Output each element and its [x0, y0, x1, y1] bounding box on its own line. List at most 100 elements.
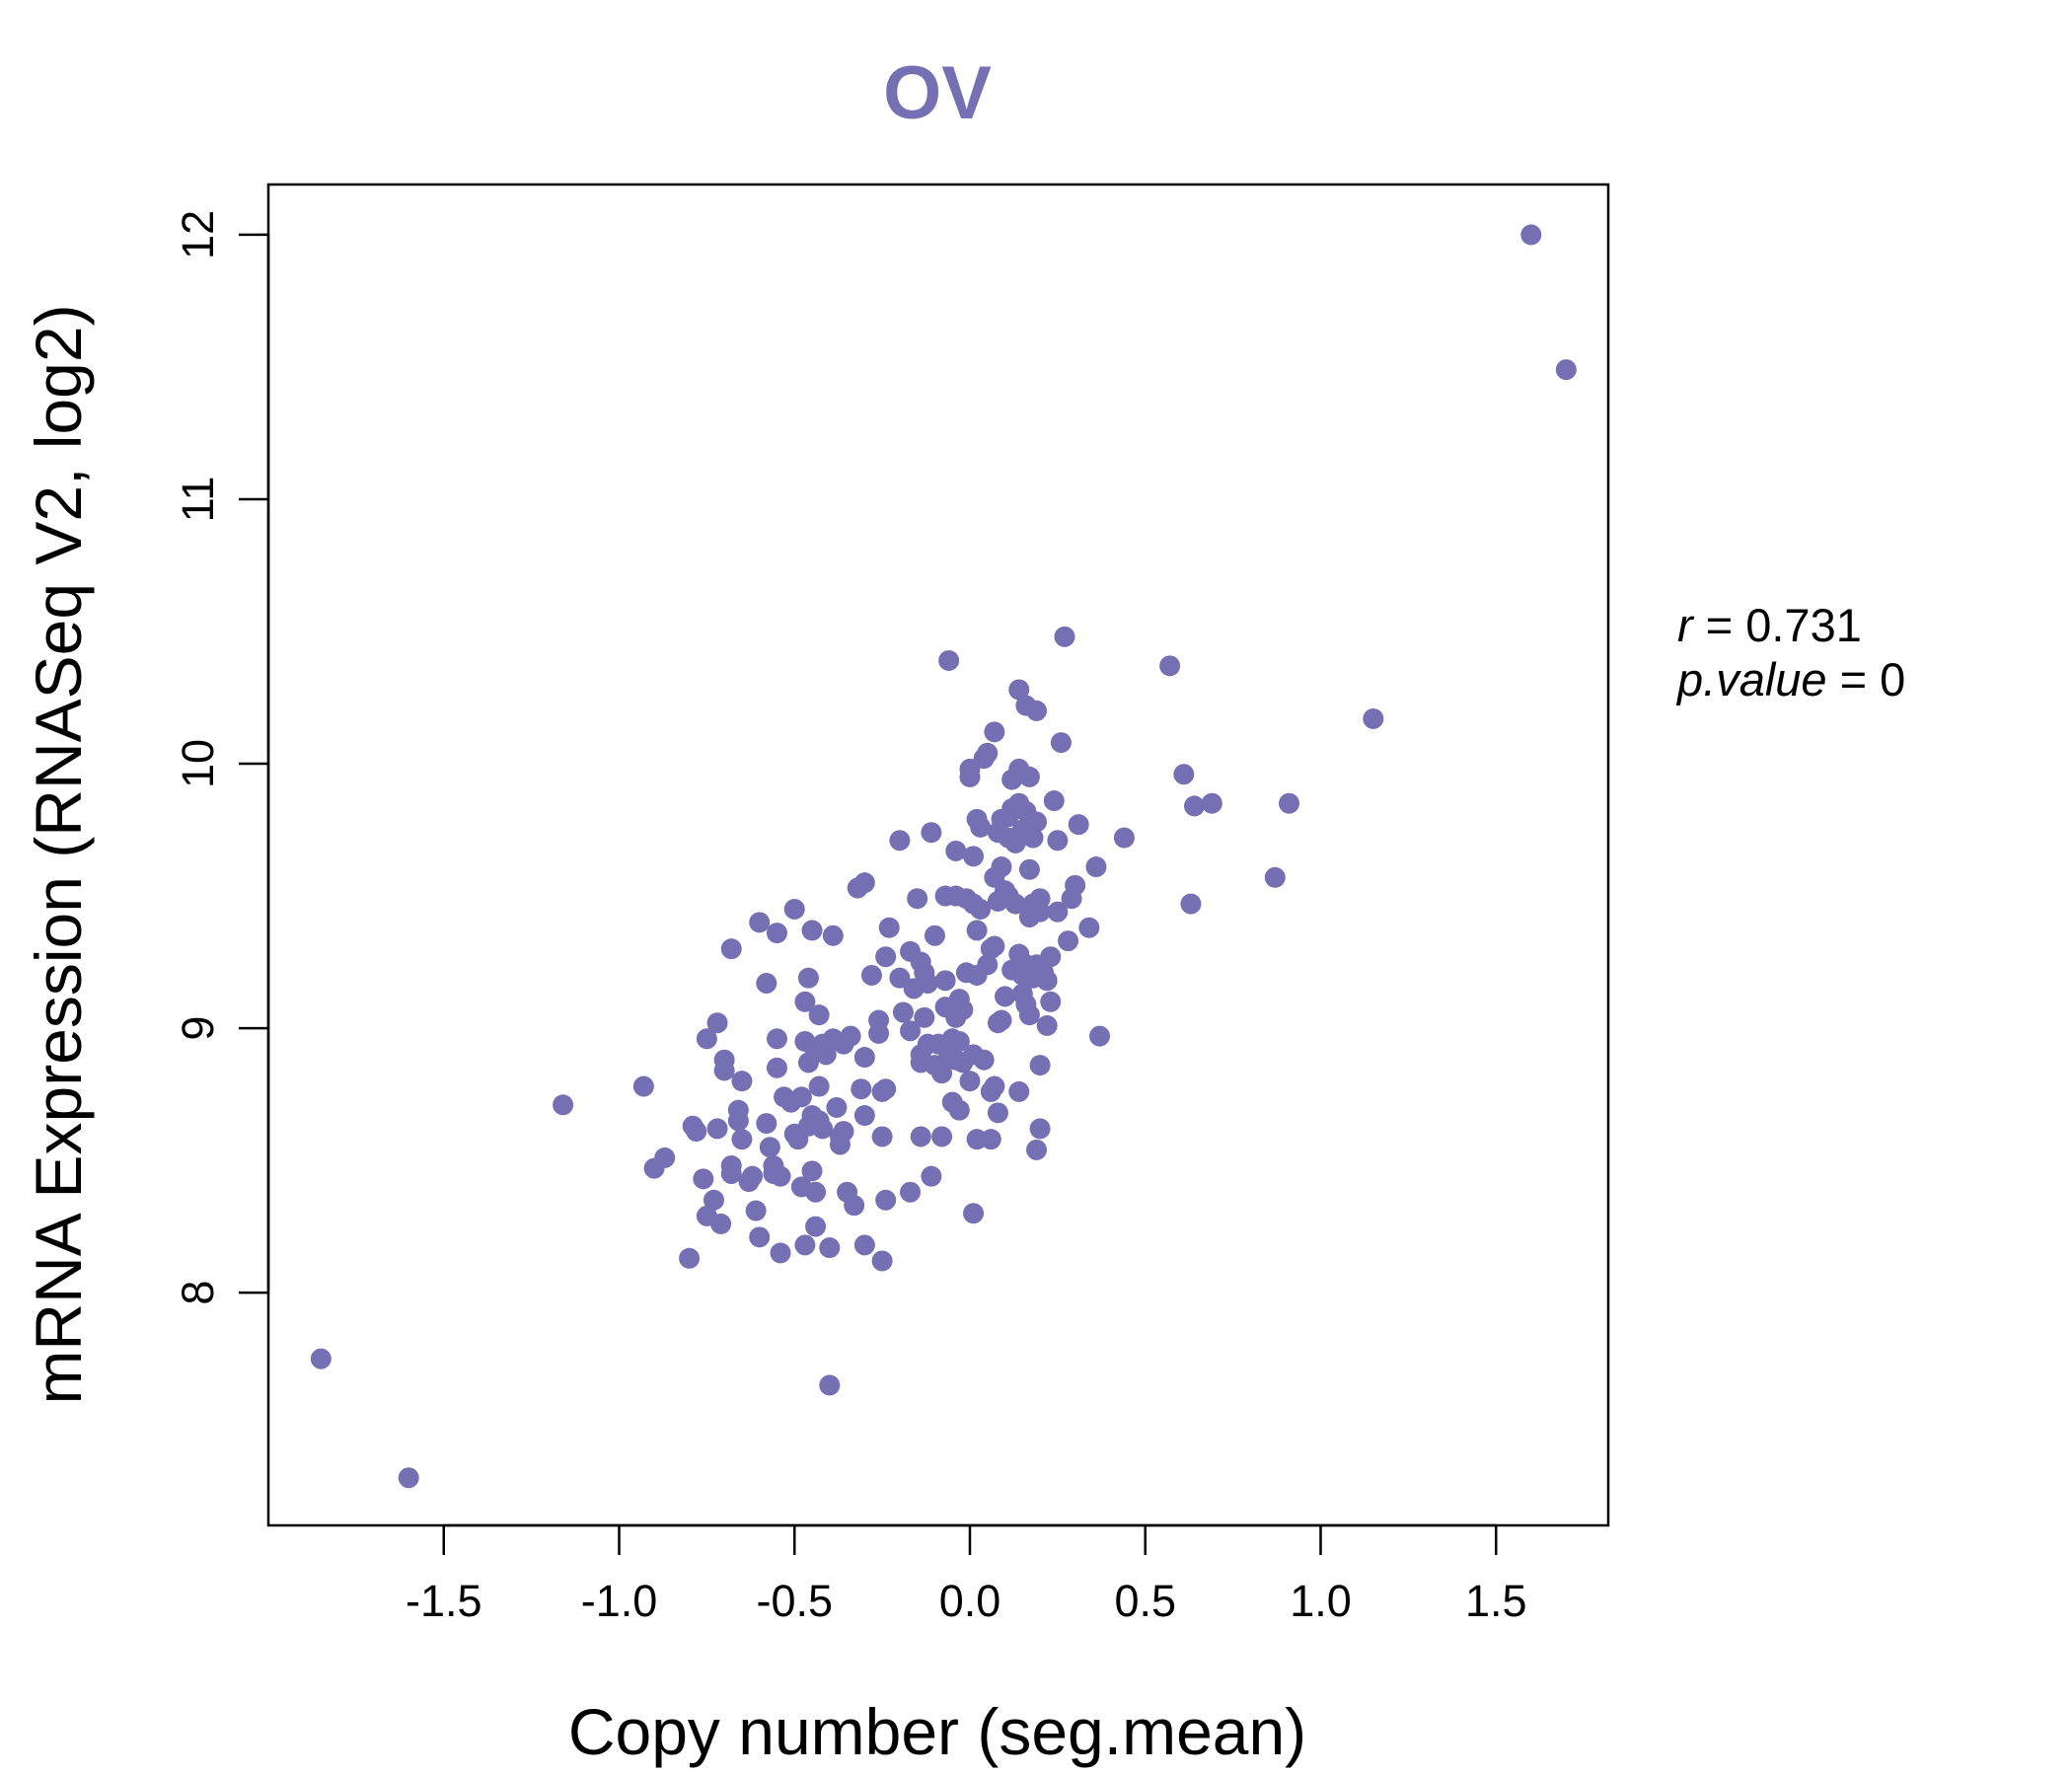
data-point [921, 822, 942, 844]
data-point [907, 888, 928, 910]
data-point [745, 1200, 767, 1221]
data-point [1363, 707, 1384, 729]
data-point [808, 1075, 830, 1097]
data-point [1065, 874, 1086, 896]
data-point [853, 872, 875, 894]
data-point [952, 999, 974, 1020]
y-tick-label: 12 [173, 210, 223, 259]
data-point [766, 1057, 787, 1078]
data-point [900, 1181, 922, 1203]
data-point [889, 967, 911, 989]
data-point [808, 1004, 830, 1026]
data-point [1008, 679, 1030, 701]
data-point [1078, 917, 1100, 938]
p-value: 0 [1880, 653, 1905, 705]
data-point [1029, 1118, 1051, 1140]
data-point [840, 1025, 861, 1047]
data-point [945, 840, 967, 861]
data-point [826, 1096, 848, 1118]
data-point [815, 1044, 837, 1066]
data-point [766, 923, 787, 944]
data-point [966, 920, 988, 941]
data-point [819, 1374, 841, 1396]
data-point [797, 967, 819, 989]
data-point [1113, 827, 1135, 849]
data-point [1520, 224, 1542, 246]
data-point [963, 846, 985, 867]
data-point [878, 917, 900, 938]
data-point [686, 1121, 707, 1143]
data-point [984, 1075, 1005, 1097]
data-point [731, 1129, 753, 1150]
data-point [1068, 814, 1089, 836]
data-point [1278, 792, 1299, 814]
data-point [1008, 1080, 1030, 1102]
x-axis-label: Copy number (seg.mean) [568, 1695, 1306, 1768]
data-point [706, 1118, 728, 1140]
data-point [1555, 359, 1577, 381]
data-point [1264, 866, 1286, 888]
data-point [632, 1075, 654, 1097]
data-point [1018, 858, 1040, 880]
data-point [756, 973, 777, 995]
data-point [1004, 893, 1026, 915]
data-point [970, 816, 992, 838]
data-point [720, 938, 742, 960]
p-symbol: p.value [1675, 653, 1827, 705]
x-tick-label: 1.5 [1465, 1576, 1527, 1626]
data-point [1026, 1139, 1048, 1160]
p-value-annotation: p.value = 0 [1675, 653, 1905, 705]
data-point [1040, 946, 1062, 968]
data-point [790, 1086, 812, 1108]
y-axis: 8 9 10 11 12 [173, 210, 270, 1305]
data-point [731, 1071, 753, 1092]
data-point [742, 1165, 764, 1187]
data-point [693, 1168, 714, 1190]
data-point [398, 1467, 419, 1489]
r-value: 0.731 [1745, 599, 1862, 651]
data-point [977, 742, 999, 764]
x-tick-label: -1.5 [406, 1576, 482, 1626]
p-equals: = [1827, 653, 1881, 705]
data-point [805, 1181, 827, 1203]
data-point [756, 1113, 777, 1135]
data-point [921, 1165, 942, 1187]
data-point [794, 1234, 816, 1256]
data-point [727, 1110, 749, 1132]
data-point [991, 1009, 1012, 1031]
data-point [720, 1162, 742, 1184]
y-tick-label: 9 [173, 1016, 223, 1041]
correlation-r: r = 0.731 [1677, 599, 1862, 651]
chart-title: OV [883, 51, 992, 135]
data-point [959, 1071, 981, 1092]
y-axis-label: mRNA Expression (RNASeq V2, log2) [22, 304, 95, 1404]
data-points [310, 224, 1577, 1489]
data-point [910, 1126, 931, 1147]
data-point [1022, 827, 1044, 849]
data-point [917, 973, 938, 995]
data-point [851, 1078, 872, 1100]
data-point [1159, 655, 1181, 677]
data-point [900, 1020, 922, 1042]
data-point [984, 935, 1005, 957]
data-point [1047, 901, 1069, 923]
data-point [948, 1030, 970, 1052]
data-point [1201, 792, 1222, 814]
data-point [654, 1147, 676, 1168]
r-symbol: r [1677, 599, 1695, 651]
data-point [853, 1105, 875, 1127]
data-point [853, 1047, 875, 1069]
x-tick-label: -1.0 [581, 1576, 658, 1626]
data-point [871, 1250, 893, 1272]
data-point [770, 1165, 791, 1187]
data-point [860, 964, 882, 986]
data-point [1085, 856, 1107, 878]
data-point [980, 1129, 1001, 1150]
data-point [970, 898, 992, 920]
data-point [1036, 1014, 1058, 1036]
data-point [931, 1126, 953, 1147]
data-point [805, 1216, 827, 1237]
data-point [875, 946, 897, 968]
data-point [938, 649, 960, 671]
